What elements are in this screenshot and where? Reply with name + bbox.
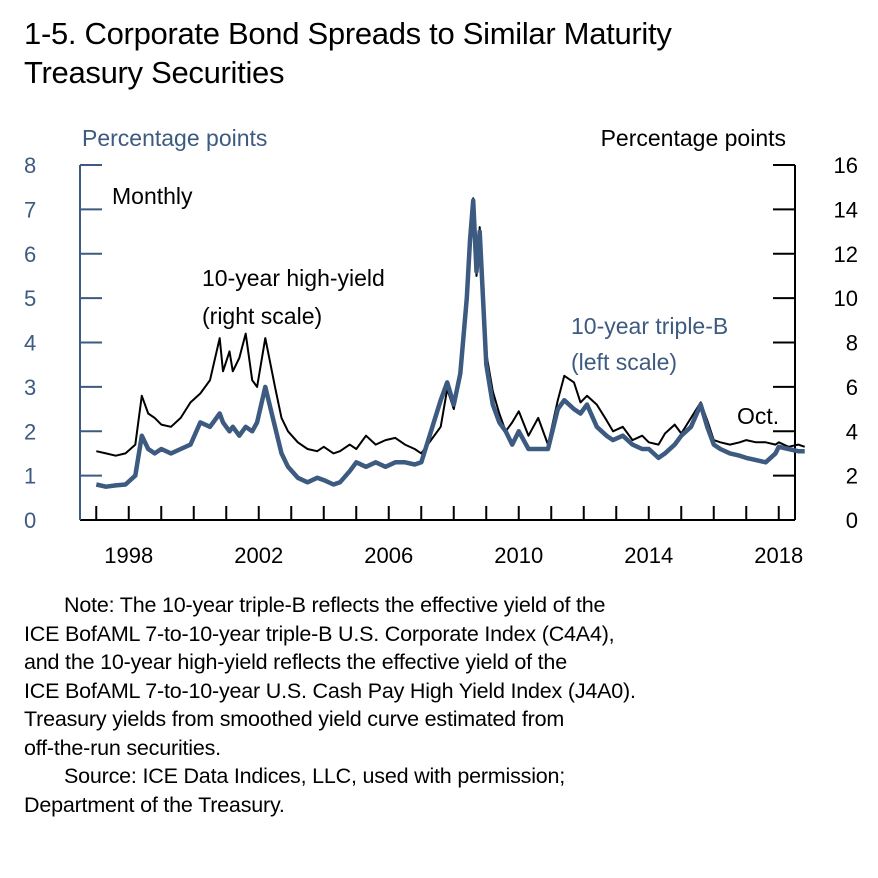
x-axis-tick-label: 2018: [754, 543, 803, 568]
series-line-triple-b: [95, 198, 805, 489]
high-yield-label: 10-year high-yield: [202, 265, 385, 291]
x-axis-tick-label: 2014: [624, 543, 673, 568]
left-axis-tick-label: 5: [24, 286, 36, 311]
right-axis-tick-label: 0: [846, 508, 858, 533]
right-axis-tick-label: 16: [834, 153, 858, 178]
note-line-6: off-the-run securities.: [24, 735, 221, 760]
notes-block: Note: The 10-year triple-B reflects the …: [24, 591, 864, 819]
left-axis-tick-label: 6: [24, 242, 36, 267]
left-axis-title: Percentage points: [82, 125, 267, 151]
x-axis-tick-label: 2002: [234, 543, 283, 568]
right-axis-tick-label: 10: [834, 286, 858, 311]
right-axis-tick-label: 2: [846, 464, 858, 489]
note-line-1: Note: The 10-year triple-B reflects the …: [64, 593, 606, 617]
note-line-3: and the 10-year high-yield reflects the …: [24, 650, 567, 674]
right-axis-tick-label: 8: [846, 331, 858, 356]
left-axis-tick-label: 8: [24, 153, 36, 178]
right-axis-tick-label: 4: [846, 419, 858, 444]
note-line-2: ICE BofAML 7-to-10-year triple-B U.S. Co…: [24, 621, 615, 646]
right-axis-title: Percentage points: [601, 125, 786, 151]
left-axis-tick-label: 7: [24, 197, 36, 222]
source-line-2: Department of the Treasury.: [24, 792, 285, 817]
source-line-1: Source: ICE Data Indices, LLC, used with…: [64, 764, 566, 788]
left-axis-tick-label: 2: [24, 419, 36, 444]
x-axis-tick-label: 2006: [364, 543, 413, 568]
end-date-label: Oct.: [737, 403, 779, 429]
note-line-5: Treasury yields from smoothed yield curv…: [24, 707, 565, 731]
triple-b-scale-label: (left scale): [571, 349, 677, 375]
note-line-4: ICE BofAML 7-to-10-year U.S. Cash Pay Hi…: [24, 678, 636, 703]
left-axis-tick-label: 3: [24, 375, 36, 400]
x-axis-tick-label: 2010: [494, 543, 543, 568]
left-axis-tick-label: 1: [24, 464, 36, 489]
left-axis-tick-label: 0: [24, 508, 36, 533]
x-axis-tick-label: 1998: [104, 543, 153, 568]
right-axis-tick-label: 6: [846, 375, 858, 400]
high-yield-scale-label: (right scale): [202, 303, 322, 329]
right-axis-tick-label: 12: [834, 242, 858, 267]
title-line-2: Treasury Securities: [24, 55, 285, 90]
frequency-label: Monthly: [112, 183, 193, 209]
left-axis-tick-label: 4: [24, 331, 36, 356]
title-line-1: 1-5. Corporate Bond Spreads to Similar M…: [24, 16, 672, 51]
triple-b-label: 10-year triple-B: [571, 313, 728, 339]
chart-title: 1-5. Corporate Bond Spreads to Similar M…: [24, 14, 672, 92]
right-axis-tick-label: 14: [834, 197, 858, 222]
